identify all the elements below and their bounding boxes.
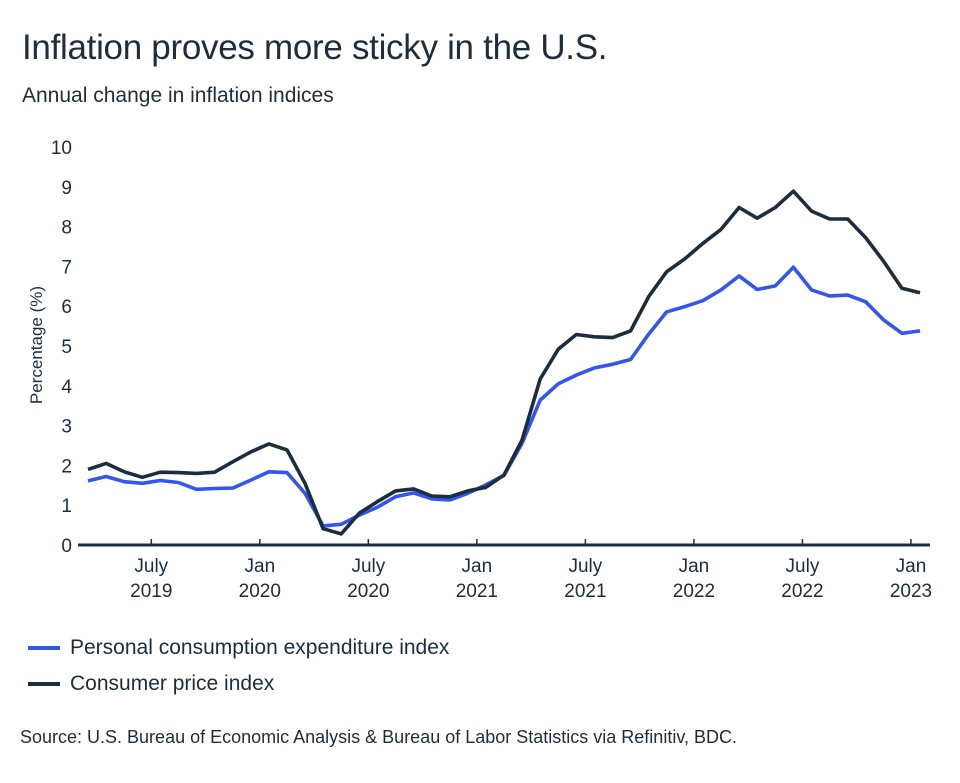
- y-axis-label: Percentage (%): [27, 286, 46, 404]
- y-tick-label: 3: [61, 417, 72, 438]
- y-tick-label: 2: [61, 456, 72, 477]
- x-tick-label-year: 2022: [781, 581, 823, 602]
- x-tick-label-year: 2021: [456, 581, 498, 602]
- y-tick-label: 9: [61, 178, 72, 199]
- y-tick-label: 8: [61, 218, 72, 239]
- legend-swatch-pce: [28, 646, 60, 650]
- x-tick-label-year: 2020: [239, 581, 281, 602]
- x-tick-label-year: 2022: [673, 581, 715, 602]
- x-tick-label-month: Jan: [462, 556, 493, 577]
- series-layer: [87, 189, 921, 536]
- line-chart: 0 1 2 3 4 5 6 7 8 9 10 Percentage (%) July 2019 Jan 2…: [27, 138, 932, 602]
- y-tick-label: 1: [61, 496, 72, 517]
- legend-label-cpi: Consumer price index: [70, 672, 275, 695]
- y-tick-label: 0: [61, 536, 72, 557]
- x-tick-label-month: Jan: [245, 556, 276, 577]
- legend: Personal consumption expenditure index C…: [28, 630, 449, 702]
- x-tick-label-month: Jan: [679, 556, 710, 577]
- chart-title: Inflation proves more sticky in the U.S.: [22, 28, 608, 67]
- y-tick-label: 10: [51, 138, 72, 159]
- x-tick-label-month: July: [351, 556, 385, 577]
- y-tick-label: 5: [61, 337, 72, 358]
- series-line-pce: [87, 265, 921, 528]
- x-tick-label-year: 2021: [564, 581, 606, 602]
- x-tick-label-month: July: [568, 556, 602, 577]
- legend-item-cpi: Consumer price index: [28, 666, 449, 702]
- legend-item-pce: Personal consumption expenditure index: [28, 630, 449, 666]
- x-tick-label-month: Jan: [896, 556, 927, 577]
- x-tick-label-year: 2020: [347, 581, 389, 602]
- source-note: Source: U.S. Bureau of Economic Analysis…: [20, 727, 737, 747]
- legend-label-pce: Personal consumption expenditure index: [70, 636, 450, 659]
- chart-subtitle: Annual change in inflation indices: [22, 84, 334, 107]
- x-tick-label-year: 2019: [130, 581, 172, 602]
- x-tick-label-year: 2023: [890, 581, 932, 602]
- y-axis-ticks: 0 1 2 3 4 5 6 7 8 9 10: [51, 138, 73, 557]
- legend-swatch-cpi: [28, 682, 60, 686]
- y-tick-label: 7: [61, 257, 72, 278]
- x-tick-label-month: July: [786, 556, 820, 577]
- x-tick-label-month: July: [134, 556, 168, 577]
- x-axis-ticks: July 2019 Jan 2020 July 2020 Jan 2021 July 2021 Ja…: [130, 539, 932, 602]
- series-line-cpi: [87, 189, 921, 536]
- y-tick-label: 6: [61, 297, 72, 318]
- y-tick-label: 4: [61, 377, 72, 398]
